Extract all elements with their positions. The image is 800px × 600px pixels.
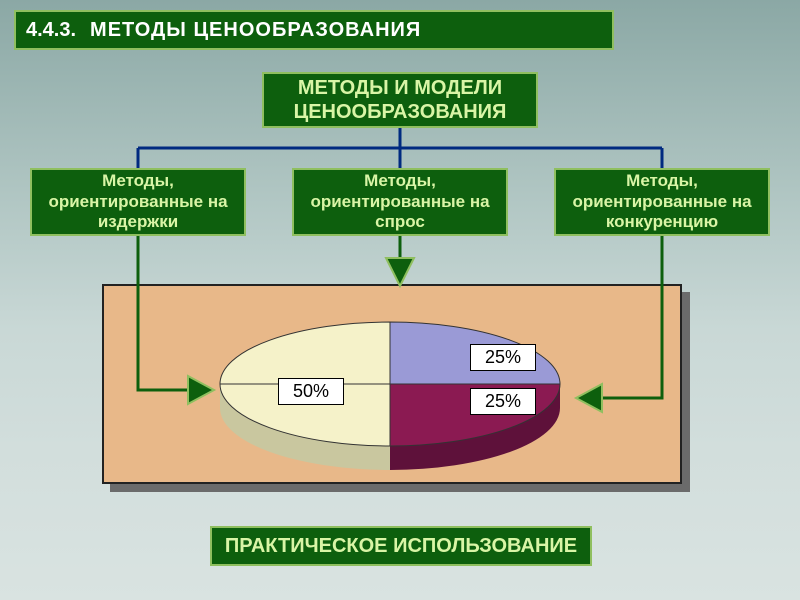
title-number: 4.4.3. — [26, 19, 76, 42]
pie-label-50: 50% — [278, 378, 344, 405]
root-node-label: МЕТОДЫ И МОДЕЛИ ЦЕНООБРАЗОВАНИЯ — [264, 76, 536, 124]
title-text: МЕТОДЫ ЦЕНООБРАЗОВАНИЯ — [90, 19, 421, 42]
child-node-demand: Методы, ориентированные на спрос — [292, 168, 508, 236]
child-node-costs: Методы, ориентированные на издержки — [30, 168, 246, 236]
chart-panel — [102, 284, 682, 484]
bottom-node-label: ПРАКТИЧЕСКОЕ ИСПОЛЬЗОВАНИЕ — [225, 534, 577, 558]
slide-title-bar: 4.4.3. МЕТОДЫ ЦЕНООБРАЗОВАНИЯ — [14, 10, 614, 50]
root-node: МЕТОДЫ И МОДЕЛИ ЦЕНООБРАЗОВАНИЯ — [262, 72, 538, 128]
child-node-competition: Методы, ориентированные на конкуренцию — [554, 168, 770, 236]
tree-connectors — [138, 128, 662, 168]
child-node-label: Методы, ориентированные на издержки — [32, 171, 244, 232]
child-node-label: Методы, ориентированные на спрос — [294, 171, 506, 232]
bottom-node: ПРАКТИЧЕСКОЕ ИСПОЛЬЗОВАНИЕ — [210, 526, 592, 566]
pie-label-25-top: 25% — [470, 344, 536, 371]
pie-label-25-bottom: 25% — [470, 388, 536, 415]
child-node-label: Методы, ориентированные на конкуренцию — [556, 171, 768, 232]
